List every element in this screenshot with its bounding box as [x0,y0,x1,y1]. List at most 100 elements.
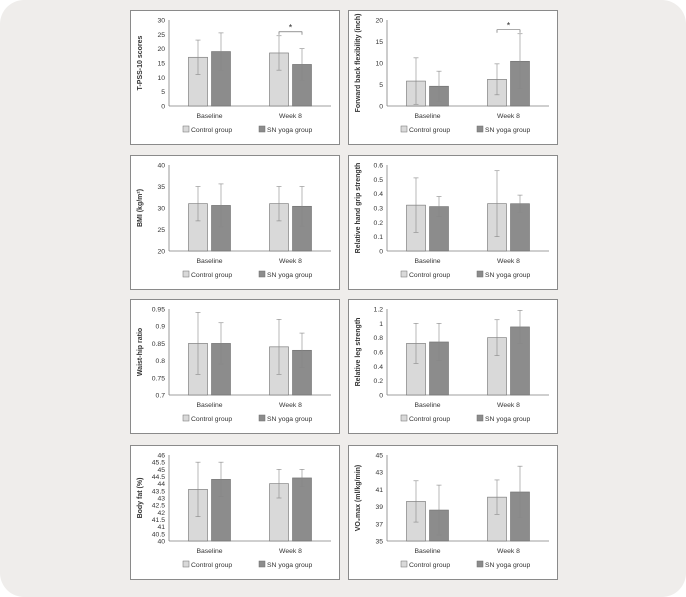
legend-swatch-control [400,560,408,568]
chart-panel-hand-grip: 0 0.1 0.2 0.3 0.4 0.5 0.6 Relative hand grip st… [348,155,558,290]
y-tick-label: 45 [375,453,383,460]
y-axis-title: T-PSS-10 scores [137,35,144,90]
y-tick-label: 15 [375,39,383,46]
y-axis-title: Forward back flexibility (inch) [355,14,362,113]
significance-marker: * [289,22,293,32]
y-tick-label: 0.3 [374,206,384,213]
y-tick-label: 0 [379,104,383,111]
chart-waist-hip: 0.7 0.75 0.8 0.85 0.9 0.95 Waist-hip ratio Base… [137,307,331,423]
legend-label-yoga: SN yoga group [267,562,313,569]
y-tick-label: 37 [375,521,383,528]
x-tick-label: Baseline [414,548,440,555]
y-tick-label: 42 [157,510,165,517]
legend-label-control: Control group [409,416,450,423]
x-tick-label: Week 8 [497,258,520,265]
legend-swatch-control [182,125,190,133]
legend-label-yoga: SN yoga group [267,272,313,279]
chart-vo2max: 35 37 39 41 43 45 VO₂max (ml/kg/min) Baseline We… [355,453,549,569]
y-axis-title: VO₂max (ml/kg/min) [355,465,362,532]
legend-swatch-control [182,560,190,568]
y-tick-label: 0.7 [156,393,166,400]
legend-swatch-control [400,125,408,133]
chart-panel-leg-strength: 0 0.2 0.4 0.6 0.8 1 1.2 Relative leg strength Ba… [348,299,558,434]
chart-tpss: 0 5 10 15 20 25 30 T-PSS-10 scores Baseline Week … [137,18,331,134]
y-tick-label: 44.5 [152,474,165,481]
y-tick-label: 45.5 [152,460,165,467]
legend-label-control: Control group [409,272,450,279]
x-tick-label: Baseline [196,258,222,265]
legend-swatch-yoga [476,560,484,568]
y-tick-label: 0.8 [374,335,384,342]
y-tick-label: 0.75 [152,375,165,382]
y-axis-title: Waist-hip ratio [137,328,144,376]
legend-label-control: Control group [191,272,232,279]
x-tick-label: Week 8 [279,402,302,409]
y-tick-label: 41 [375,487,383,494]
y-tick-label: 45 [157,467,165,474]
y-tick-label: 41 [157,524,165,531]
legend-swatch-yoga [258,560,266,568]
chart-bmi: 20 25 30 35 40 BMI (kg/m²) Baseline Week 8 Contr… [137,163,331,279]
legend-label-yoga: SN yoga group [485,562,531,569]
chart-panel-flexibility: 0 5 10 15 20 Forward back flexibility (inch) B… [348,10,558,145]
y-tick-label: 0 [161,104,165,111]
chart-panel-bmi: 20 25 30 35 40 BMI (kg/m²) Baseline Week 8 Contr… [130,155,340,290]
chart-leg-strength: 0 0.2 0.4 0.6 0.8 1 1.2 Relative leg strength Ba… [355,307,549,423]
y-tick-label: 30 [157,18,165,25]
legend-label-yoga: SN yoga group [267,416,313,423]
legend-label-control: Control group [191,416,232,423]
x-tick-label: Week 8 [497,548,520,555]
y-tick-label: 0.8 [156,358,166,365]
chart-panel-body-fat: 40 40.5 41 41.5 42 42.5 43 43.5 44 44.5 45 45.5 46 Bo… [130,445,340,580]
y-tick-label: 0.6 [374,350,384,357]
legend-label-control: Control group [409,562,450,569]
legend-swatch-yoga [476,414,484,422]
y-axis-title: Relative leg strength [355,318,362,387]
y-tick-label: 0.6 [374,163,384,170]
legend-label-yoga: SN yoga group [485,127,531,134]
legend-label-control: Control group [409,127,450,134]
legend-swatch-yoga [258,414,266,422]
y-tick-label: 39 [375,504,383,511]
y-axis-title: BMI (kg/m²) [137,189,144,227]
significance-bracket [496,29,521,33]
x-tick-label: Baseline [196,548,222,555]
x-tick-label: Baseline [196,402,222,409]
y-axis-title: Relative hand grip strength [355,163,362,254]
y-tick-label: 42.5 [152,503,165,510]
y-tick-label: 35 [375,539,383,546]
legend-label-yoga: SN yoga group [485,416,531,423]
legend-label-control: Control group [191,127,232,134]
x-tick-label: Baseline [196,113,222,120]
legend-swatch-control [400,414,408,422]
legend-swatch-control [182,414,190,422]
y-tick-label: 15 [157,61,165,68]
chart-panel-tpss: 0 5 10 15 20 25 30 T-PSS-10 scores Baseline Week … [130,10,340,145]
significance-bracket [278,31,303,35]
legend-swatch-control [400,270,408,278]
y-tick-label: 0.2 [374,220,384,227]
significance-marker: * [507,20,511,30]
y-tick-label: 0.4 [374,364,384,371]
x-tick-label: Baseline [414,402,440,409]
y-tick-label: 10 [375,61,383,68]
x-tick-label: Week 8 [279,258,302,265]
legend-swatch-yoga [258,125,266,133]
x-tick-label: Week 8 [497,402,520,409]
y-tick-label: 25 [157,227,165,234]
x-tick-label: Week 8 [279,113,302,120]
y-tick-label: 46 [157,453,165,460]
y-tick-label: 5 [161,89,165,96]
y-tick-label: 0.2 [374,378,384,385]
chart-flexibility: 0 5 10 15 20 Forward back flexibility (inch) B… [355,14,549,134]
x-tick-label: Baseline [414,113,440,120]
legend-swatch-yoga [476,125,484,133]
y-tick-label: 0.85 [152,341,165,348]
y-tick-label: 20 [157,249,165,256]
y-tick-label: 5 [379,82,383,89]
x-tick-label: Week 8 [279,548,302,555]
y-tick-label: 20 [375,18,383,25]
bar-yoga [292,477,312,542]
y-tick-label: 40 [157,163,165,170]
y-tick-label: 0 [379,249,383,256]
